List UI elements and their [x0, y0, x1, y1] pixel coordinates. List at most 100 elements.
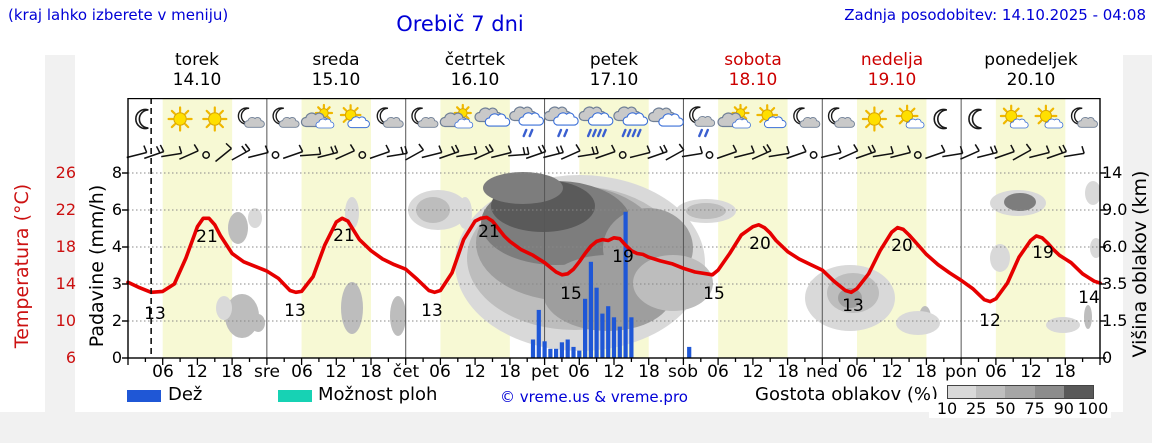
wind-barb-icon — [335, 144, 356, 160]
weather-icon-cloud-rain-4 — [613, 106, 649, 138]
x-hour-label: 12 — [603, 362, 625, 382]
precip-tick: 6 — [111, 200, 122, 219]
cloud-tick: 1.5 — [1102, 311, 1128, 330]
x-day-label-pet: pet — [531, 362, 559, 382]
weather-icon-cloud-rain-2 — [543, 106, 579, 138]
weather-icon-moon — [135, 108, 149, 130]
x-hour-label: 06 — [985, 362, 1007, 382]
weather-icon-sun-small-cloud — [1034, 104, 1064, 129]
rain-legend-swatch — [127, 390, 161, 402]
wind-barb-icon — [525, 144, 547, 160]
precip-tick: 2 — [111, 311, 122, 330]
wind-barb-icon — [820, 145, 842, 159]
wind-barb-icon — [369, 144, 391, 160]
rain-bar — [687, 346, 692, 358]
temp-tick: 14 — [55, 274, 76, 293]
x-day-label-sob: sob — [667, 362, 699, 382]
cloud-tick: 14 — [1102, 163, 1123, 182]
wind-barb-icon — [456, 145, 478, 158]
precip-tick: 8 — [111, 163, 122, 182]
wind-barb-icon — [768, 145, 790, 158]
temperature-value-label: 21 — [196, 227, 218, 247]
temperature-value-label: 15 — [560, 284, 582, 304]
day-name-torek: torek — [175, 50, 219, 70]
precip-tick: 4 — [111, 237, 122, 256]
day-date-četrtek: 16.10 — [450, 70, 500, 90]
cloud-scale-box — [1034, 385, 1064, 399]
cloud-blob — [345, 197, 359, 229]
wind-barb-icon — [977, 145, 998, 159]
copyright-link[interactable]: © vreme.us & vreme.pro — [500, 388, 688, 406]
x-hour-label: 12 — [464, 362, 486, 382]
cloud-tick: 6.0 — [1102, 237, 1128, 256]
rain-bar — [577, 350, 582, 358]
weather-icon-moon-cloud — [272, 107, 300, 128]
wind-barb-icon — [647, 144, 668, 160]
wind-barb-icon — [405, 143, 424, 161]
x-day-label-čet: čet — [392, 362, 420, 382]
x-day-label-ned: ned — [805, 362, 839, 382]
wind-barb-icon — [838, 144, 859, 160]
cloud-density-label: Gostota oblakov (%) — [755, 384, 939, 405]
cloud-blob — [248, 208, 262, 228]
wind-barb-icon — [665, 143, 685, 161]
rain-bar — [530, 339, 536, 358]
cloud-axis-title: Višina oblakov (km) — [1129, 170, 1151, 358]
x-hour-label: 12 — [1020, 362, 1042, 382]
cloud-blob — [341, 282, 363, 334]
wind-calm-icon — [618, 151, 627, 159]
daytime-band — [995, 98, 1066, 358]
wind-calm-icon — [271, 151, 280, 159]
day-name-sreda: sreda — [312, 50, 360, 70]
weather-icon-cloud — [647, 107, 684, 127]
rain-bars — [530, 211, 692, 358]
weather-icon-cloud-sun — [439, 103, 474, 129]
x-hour-label: 12 — [881, 362, 903, 382]
weather-icon-sun — [861, 106, 888, 132]
temp-tick: 18 — [55, 237, 76, 256]
wind-barb-icon — [925, 144, 946, 160]
weather-icon-moon-cloud — [376, 107, 404, 128]
weather-icon-moon-cloud — [411, 107, 439, 128]
wind-barb-icon — [248, 145, 269, 159]
x-hour-label: 18 — [499, 362, 521, 382]
weather-icon-cloud-rain-2 — [509, 106, 544, 138]
cloud-blob — [810, 279, 826, 287]
wind-barb-icon — [421, 145, 443, 159]
x-hour-label: 06 — [152, 362, 174, 382]
wind-barb-icon — [231, 143, 251, 161]
day-date-sreda: 15.10 — [311, 70, 361, 90]
wind-barb-icon — [282, 144, 304, 160]
weather-icon-moon-cloud — [1070, 107, 1098, 128]
weather-icon-sun-small-cloud — [895, 104, 925, 129]
cloud-blob — [216, 296, 232, 320]
wind-barb-icon — [734, 145, 755, 159]
chart-frame — [127, 97, 1101, 359]
weather-icon-cloud — [474, 107, 511, 127]
cloud-tick: 9.0 — [1102, 200, 1128, 219]
wind-calm-icon — [705, 151, 714, 159]
day-date-nedelja: 19.10 — [867, 70, 917, 90]
wind-barb-icon — [161, 145, 183, 158]
wind-calm-icon — [202, 151, 211, 159]
weather-icon-cloud-sun — [717, 103, 751, 129]
rain-bar — [571, 346, 576, 358]
precip-axis-title: Padavine (mm/h) — [86, 184, 108, 348]
cloud-blob — [1085, 181, 1100, 205]
temp-axis-title: Temperatura (°C) — [11, 183, 33, 349]
last-updated: Zadnja posodobitev: 14.10.2025 - 04:08 — [844, 6, 1146, 24]
cloud-blob — [1090, 238, 1100, 258]
weather-icon-sun-cloud — [339, 104, 370, 129]
cloud-scale-label: 50 — [987, 399, 1024, 418]
rain-bar — [623, 211, 628, 358]
cloud-scale-label: 10 — [929, 399, 965, 418]
rain-bar — [548, 348, 553, 358]
weather-icon-sun-small-cloud — [999, 104, 1029, 129]
temperature-value-label: 20 — [749, 234, 771, 254]
chart-canvas: 13 21 13 21 13 21 15 19 15 20 13 20 12 19 14 — [122, 97, 1106, 365]
cloud-scale-box — [1063, 385, 1094, 399]
wind-barb-icon — [855, 144, 877, 160]
x-hour-label: 12 — [186, 362, 208, 382]
rain-bar — [559, 342, 564, 358]
weather-icon-sun — [202, 106, 228, 132]
